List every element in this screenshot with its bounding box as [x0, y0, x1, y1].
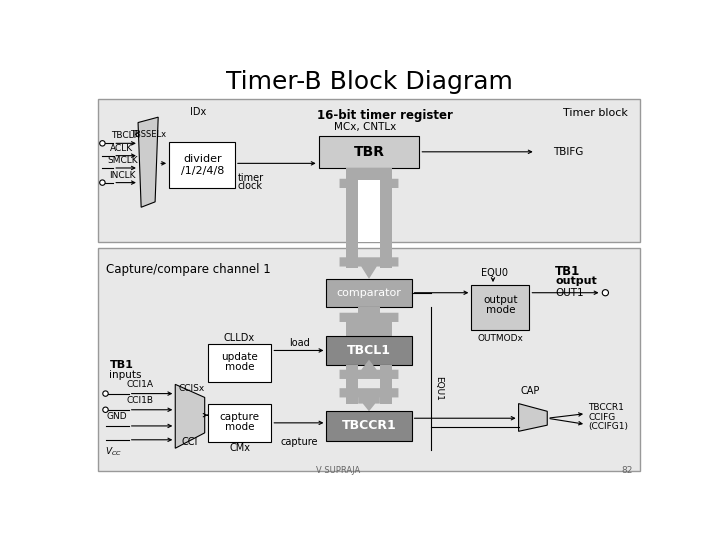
Text: clock: clock: [238, 181, 263, 192]
Text: CCI: CCI: [181, 437, 198, 447]
Polygon shape: [518, 403, 547, 431]
Bar: [326, 336, 412, 365]
Text: CCI1A: CCI1A: [127, 380, 154, 389]
Text: 82: 82: [621, 466, 632, 475]
Text: divider: divider: [183, 154, 222, 164]
Text: mode: mode: [225, 362, 254, 373]
Bar: [380, 168, 392, 268]
Bar: [346, 168, 392, 180]
Text: TBIFG: TBIFG: [554, 147, 584, 157]
Bar: [346, 313, 358, 336]
Text: IDx: IDx: [190, 107, 207, 117]
Text: mode: mode: [225, 422, 254, 433]
Text: mode: mode: [486, 306, 516, 315]
Bar: [358, 180, 380, 242]
Text: /1/2/4/8: /1/2/4/8: [181, 166, 224, 176]
Polygon shape: [340, 360, 398, 379]
Polygon shape: [175, 384, 204, 448]
Polygon shape: [340, 307, 398, 322]
Text: GND: GND: [107, 413, 127, 421]
Text: $V_{CC}$: $V_{CC}$: [104, 445, 122, 458]
Text: CCISx: CCISx: [179, 384, 204, 393]
Text: Timer-B Block Diagram: Timer-B Block Diagram: [225, 70, 513, 94]
Bar: [346, 365, 358, 403]
Text: V SUPRAJA: V SUPRAJA: [316, 466, 360, 475]
Bar: [380, 313, 392, 336]
Bar: [208, 343, 271, 382]
Bar: [326, 279, 412, 307]
Text: Capture/compare channel 1: Capture/compare channel 1: [106, 264, 270, 276]
Text: load: load: [289, 338, 310, 348]
Bar: [358, 307, 380, 336]
Text: TB1: TB1: [109, 360, 133, 370]
Bar: [98, 99, 640, 242]
Text: (CCIFG1): (CCIFG1): [588, 422, 629, 431]
Text: TBCCR1: TBCCR1: [341, 420, 397, 433]
Text: comparator: comparator: [336, 288, 402, 298]
Text: capture: capture: [281, 437, 318, 447]
Polygon shape: [138, 117, 158, 207]
Bar: [169, 142, 235, 188]
Text: EQU1: EQU1: [434, 376, 443, 401]
Polygon shape: [340, 388, 398, 411]
Text: CCI1B: CCI1B: [127, 396, 154, 405]
Text: TBCCR1: TBCCR1: [588, 403, 624, 412]
Text: TBCL1: TBCL1: [347, 344, 391, 357]
Text: MCx, CNTLx: MCx, CNTLx: [334, 122, 396, 132]
Text: TBR: TBR: [354, 145, 384, 159]
Bar: [98, 248, 640, 471]
Text: OUTMODx: OUTMODx: [478, 334, 523, 343]
Circle shape: [99, 180, 105, 185]
Text: update: update: [221, 353, 258, 362]
Text: TBSSELx: TBSSELx: [130, 130, 166, 139]
Polygon shape: [340, 257, 398, 279]
Text: EQU0: EQU0: [482, 268, 508, 278]
Circle shape: [602, 289, 608, 296]
Text: CMx: CMx: [229, 443, 250, 453]
Text: TB1: TB1: [555, 265, 580, 278]
Polygon shape: [340, 177, 398, 188]
Text: output: output: [555, 276, 597, 286]
Bar: [326, 411, 412, 441]
Circle shape: [103, 407, 108, 413]
Text: capture: capture: [220, 413, 260, 422]
Text: ACLK: ACLK: [109, 144, 132, 153]
Text: CLLDx: CLLDx: [223, 333, 254, 343]
Text: timer: timer: [238, 173, 264, 183]
Text: Timer block: Timer block: [563, 108, 628, 118]
Bar: [380, 365, 392, 403]
Text: inputs: inputs: [109, 370, 142, 380]
Text: OUT1: OUT1: [555, 288, 584, 298]
Text: CCIFG: CCIFG: [588, 413, 616, 422]
Bar: [346, 168, 358, 268]
Bar: [472, 285, 529, 330]
Text: SMCLK: SMCLK: [107, 156, 138, 165]
Text: output: output: [484, 295, 518, 306]
Circle shape: [103, 391, 108, 396]
Text: 16-bit timer register: 16-bit timer register: [317, 109, 452, 122]
Circle shape: [99, 140, 105, 146]
Text: INCLK: INCLK: [109, 171, 136, 179]
Bar: [319, 136, 419, 168]
Bar: [208, 403, 271, 442]
Text: TBCLK: TBCLK: [112, 131, 140, 140]
Text: CAP: CAP: [521, 386, 540, 396]
